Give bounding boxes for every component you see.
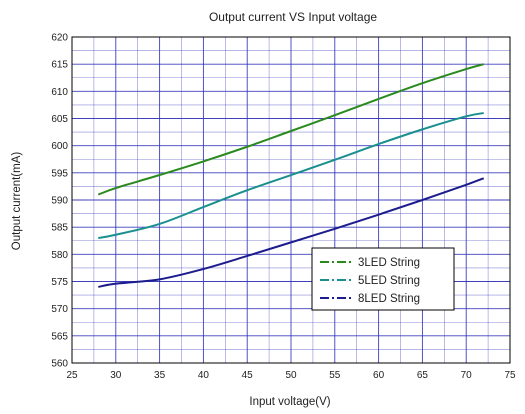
x-tick-label: 75 xyxy=(504,370,516,381)
y-tick-label: 560 xyxy=(51,359,68,370)
plot-frame xyxy=(71,36,511,364)
x-tick-label: 35 xyxy=(154,370,166,381)
y-tick-label: 575 xyxy=(51,277,68,288)
legend-box xyxy=(311,247,455,311)
x-tick-label: 65 xyxy=(417,370,429,381)
x-tick-label: 40 xyxy=(198,370,210,381)
legend: 3LED String 5LED String 8LED String xyxy=(311,247,455,311)
x-tick-label: 50 xyxy=(285,370,297,381)
x-tick-label: 45 xyxy=(242,370,254,381)
y-tick-label: 600 xyxy=(51,141,68,152)
y-tick-label: 615 xyxy=(51,60,68,71)
y-tick-label: 595 xyxy=(51,168,68,179)
x-axis-label: Input voltage(V) xyxy=(249,396,330,408)
series-layer xyxy=(97,63,485,288)
x-tick-labels: 25 30 35 40 45 50 55 60 65 70 75 xyxy=(66,370,516,381)
y-tick-label: 590 xyxy=(51,196,68,207)
legend-label: 5LED String xyxy=(358,275,420,287)
x-tick-label: 55 xyxy=(329,370,341,381)
x-tick-label: 25 xyxy=(66,370,78,381)
x-tick-label: 60 xyxy=(373,370,385,381)
series-line-1 xyxy=(97,63,484,196)
y-tick-label: 610 xyxy=(51,87,68,98)
y-tick-labels: 560 565 570 575 580 585 590 595 600 605 610 615 620 xyxy=(51,33,68,370)
legend-label: 8LED String xyxy=(358,293,420,305)
y-tick-label: 605 xyxy=(51,114,68,125)
x-tick-label: 30 xyxy=(110,370,122,381)
series-line-3 xyxy=(98,177,485,288)
grid xyxy=(72,37,510,363)
legend-label: 3LED String xyxy=(358,257,420,269)
y-tick-label: 570 xyxy=(51,304,68,315)
chart-title: Output current VS Input voltage xyxy=(209,10,377,24)
x-tick-label: 70 xyxy=(461,370,473,381)
y-tick-label: 620 xyxy=(51,33,68,44)
y-tick-label: 580 xyxy=(51,250,68,261)
y-tick-label: 585 xyxy=(51,223,68,234)
y-axis-label: Output current(mA) xyxy=(11,152,23,251)
y-tick-label: 565 xyxy=(51,331,68,342)
series-line-2 xyxy=(98,112,484,240)
